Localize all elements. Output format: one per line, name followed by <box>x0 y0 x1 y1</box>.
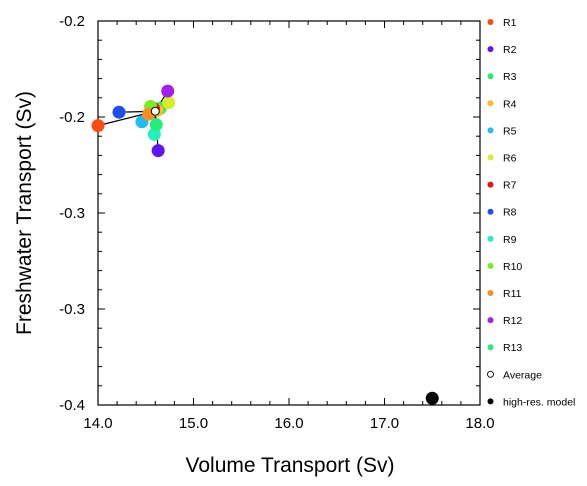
legend-marker <box>487 262 494 269</box>
y-tick-label: -0.4 <box>59 397 85 414</box>
y-axis-title: Freshwater Transport (Sv) <box>13 91 36 335</box>
legend-label: high-res. model <box>503 396 575 408</box>
data-points <box>91 84 439 405</box>
legend-item: R1 <box>487 17 517 29</box>
legend-marker <box>487 181 494 188</box>
legend-label: R13 <box>503 342 522 354</box>
legend: R1 R2 R3 R4 R5 R6 R7 R8 R9 R10 R11 R12 R13 Average hig… <box>487 17 575 408</box>
legend-item: R4 <box>487 98 517 110</box>
legend-label: R10 <box>503 261 522 273</box>
data-point-r8 <box>112 105 126 119</box>
legend-item: R12 <box>487 315 522 327</box>
legend-marker <box>487 127 494 134</box>
data-point-r13 <box>149 118 163 132</box>
y-tick-label: -0.2 <box>59 13 85 30</box>
legend-marker <box>487 398 494 405</box>
legend-marker <box>487 344 494 351</box>
legend-item: high-res. model <box>487 396 575 408</box>
legend-label: R5 <box>503 125 517 137</box>
legend-label: R9 <box>503 234 517 246</box>
legend-item: R10 <box>487 261 522 273</box>
legend-label: R11 <box>503 288 522 300</box>
legend-label: R6 <box>503 153 517 165</box>
x-axis-title: Volume Transport (Sv) <box>186 454 395 477</box>
legend-item: R8 <box>487 207 517 219</box>
legend-item: R2 <box>487 44 517 56</box>
legend-item: Average <box>487 369 542 381</box>
legend-item: R11 <box>487 288 522 300</box>
legend-marker <box>487 73 494 80</box>
legend-marker <box>487 290 494 296</box>
y-tick-label: -0.3 <box>59 301 85 318</box>
data-point-r12 <box>161 84 175 98</box>
legend-marker <box>487 100 494 107</box>
x-tick-label: 14.0 <box>83 415 112 432</box>
tick-labels: 14.0 15.0 16.0 17.0 18.0 -0.2 -0.2 -0.3 -0.3 -0.4 <box>59 13 494 432</box>
legend-label: Average <box>503 369 542 381</box>
y-tick-label: -0.2 <box>59 109 85 126</box>
data-point-r6 <box>162 96 176 110</box>
data-point-r2 <box>151 144 165 158</box>
data-point-r1 <box>91 119 105 133</box>
legend-item: R6 <box>487 153 517 165</box>
legend-marker <box>487 235 494 242</box>
legend-marker <box>487 208 494 215</box>
legend-item: R7 <box>487 180 517 192</box>
legend-label: R1 <box>503 17 517 29</box>
x-tick-label: 16.0 <box>274 415 303 432</box>
x-tick-label: 17.0 <box>370 415 399 432</box>
legend-label: R3 <box>503 71 517 83</box>
legend-item: R3 <box>487 71 517 83</box>
plot-frame <box>97 20 481 406</box>
legend-item: R9 <box>487 234 517 246</box>
average-point <box>150 106 160 116</box>
x-tick-label: 18.0 <box>465 415 494 432</box>
legend-marker <box>487 317 494 324</box>
legend-marker <box>487 19 494 25</box>
axis-ticks <box>97 20 481 406</box>
legend-marker <box>487 370 494 378</box>
x-tick-label: 15.0 <box>179 415 208 432</box>
legend-marker <box>487 154 494 161</box>
legend-label: R8 <box>503 207 517 219</box>
legend-item: R13 <box>487 342 522 354</box>
legend-label: R12 <box>503 315 522 327</box>
y-tick-label: -0.3 <box>59 205 85 222</box>
legend-marker <box>487 46 494 53</box>
legend-label: R4 <box>503 98 517 110</box>
legend-item: R5 <box>487 125 517 137</box>
legend-label: R2 <box>503 44 517 56</box>
high-res-model-point <box>425 391 439 405</box>
legend-label: R7 <box>503 180 517 192</box>
